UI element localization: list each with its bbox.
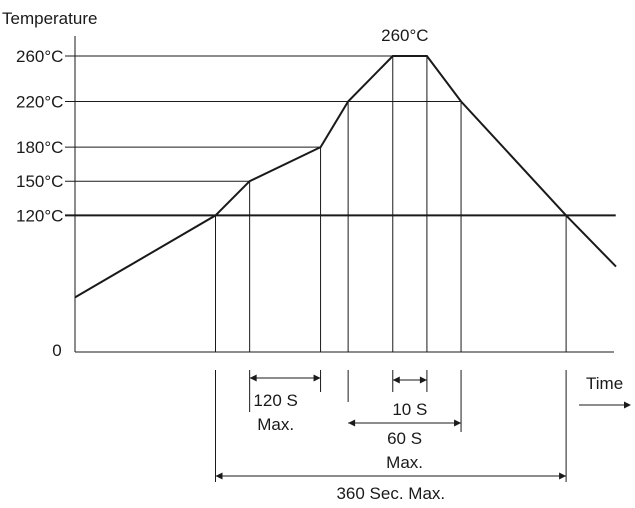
interval-arrow-end-3: [559, 472, 567, 480]
y-tick-label-220: 220°C: [16, 93, 63, 112]
x-axis-label: Time: [586, 374, 623, 393]
interval-arrow-end-2: [454, 419, 462, 427]
y-axis-label: Temperature: [2, 9, 97, 28]
y-tick-label-120: 120°C: [16, 206, 63, 225]
y-tick-label-150: 150°C: [16, 172, 63, 191]
interval-arrow-start-3: [215, 472, 223, 480]
peak-label: 260°C: [381, 26, 428, 45]
interval-label-2-1: Max.: [386, 453, 423, 472]
axes: [74, 36, 614, 353]
interval-label-2-0: 60 S: [387, 429, 422, 448]
interval-arrow-end-1: [419, 376, 427, 384]
reference-lines: [65, 55, 616, 217]
interval-arrow-start-1: [392, 376, 400, 384]
y-tick-label-260: 260°C: [16, 47, 63, 66]
drop-lines: [215, 56, 567, 482]
interval-label-0-0: 120 S: [253, 391, 297, 410]
y-tick-label-180: 180°C: [16, 138, 63, 157]
interval-label-1-0: 10 S: [392, 400, 427, 419]
profile-series: [74, 55, 617, 299]
interval-arrow-end-0: [313, 374, 321, 382]
origin-label: 0: [52, 341, 61, 360]
interval-arrow-start-2: [348, 419, 356, 427]
chart-labels: Temperature 0 120°C 150°C 180°C 220°C 260°C 260…: [2, 9, 623, 503]
interval-label-3-0: 360 Sec. Max.: [336, 484, 445, 503]
interval-arrow-start-0: [249, 374, 257, 382]
interval-dimensions: [215, 374, 631, 480]
time-arrow-head: [624, 401, 631, 409]
profile-line: [74, 55, 617, 299]
interval-label-0-1: Max.: [257, 415, 294, 434]
